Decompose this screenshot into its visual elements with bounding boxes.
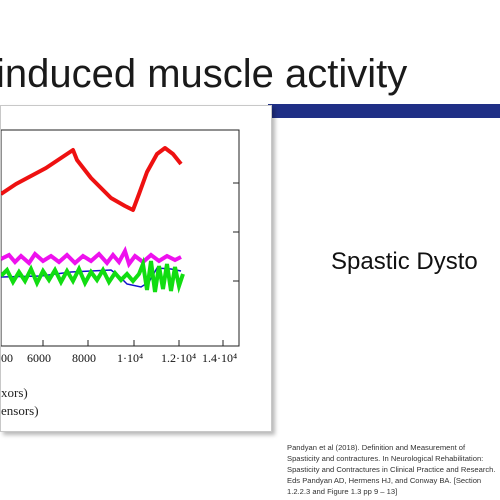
x-tick-label: 8000 [72, 351, 96, 365]
legend-flexors: xors) [1, 385, 28, 400]
citation: Pandyan et al (2018). Definition and Mea… [287, 443, 496, 496]
magenta-emg-trace [1, 245, 182, 269]
red-angle-trace [1, 146, 183, 212]
x-tick-label: 1.2·10⁴ [161, 351, 196, 365]
x-tick-label: 00 [1, 351, 13, 365]
legend-extensors: ensors) [1, 403, 39, 418]
emg-plot: 00 6000 8000 1·10⁴ 1.2·10⁴ 1.4·10⁴ [1, 129, 240, 365]
green-emg-trace [1, 256, 185, 294]
title-underline-bar [268, 104, 500, 118]
x-tick-label: 1.4·10⁴ [202, 351, 237, 365]
slide-title: induced muscle activity [0, 52, 408, 96]
side-label: Spastic Dysto [331, 248, 478, 275]
x-tick-label: 6000 [27, 351, 51, 365]
x-tick-label: 1·10⁴ [117, 351, 143, 365]
plot-area [1, 129, 240, 347]
emg-figure: 00 6000 8000 1·10⁴ 1.2·10⁴ 1.4·10⁴ xors)… [0, 105, 272, 432]
blue-trace [1, 267, 182, 288]
